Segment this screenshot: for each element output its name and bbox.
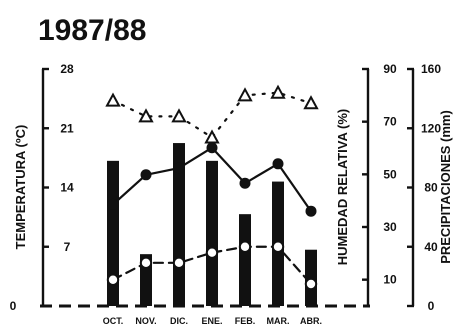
point-ENE. bbox=[205, 246, 219, 259]
point-DIC. bbox=[173, 162, 185, 174]
left-tick-label: 14 bbox=[60, 181, 74, 195]
point-MAR. bbox=[272, 158, 284, 170]
bar-OCT. bbox=[107, 160, 119, 306]
chart-title: 1987/88 bbox=[38, 14, 146, 47]
category-label-FEB.: FEB. bbox=[235, 316, 256, 326]
right2-tick-label: 80 bbox=[424, 181, 438, 195]
precipitation-bars bbox=[107, 143, 317, 306]
right1-tick-label: 90 bbox=[383, 62, 397, 76]
point-MAR. bbox=[271, 240, 285, 253]
point-ENE. bbox=[206, 142, 218, 154]
bar-ENE. bbox=[206, 160, 218, 306]
point-FEB. bbox=[237, 87, 253, 102]
point-DIC. bbox=[171, 108, 187, 123]
right2-tick-label: 0 bbox=[428, 299, 435, 313]
point-OCT. bbox=[105, 92, 121, 107]
category-label-DIC.: DIC. bbox=[170, 316, 188, 326]
point-ABR. bbox=[303, 95, 319, 110]
right1-tick-label: 70 bbox=[383, 115, 397, 129]
point-ABR. bbox=[304, 277, 318, 291]
point-NOV. bbox=[138, 108, 154, 123]
category-label-MAR.: MAR. bbox=[267, 316, 290, 326]
left-tick-label: 21 bbox=[60, 121, 74, 135]
right1-tick-label: 30 bbox=[383, 220, 397, 234]
series-markers bbox=[105, 84, 319, 291]
right1-tick-label: 10 bbox=[383, 273, 397, 287]
point-FEB. bbox=[239, 177, 251, 189]
point-OCT. bbox=[106, 273, 120, 286]
point-NOV. bbox=[139, 256, 153, 270]
category-label-ABR.: ABR. bbox=[300, 316, 322, 326]
right1-axis-label: HUMEDAD RELATIVA (%) bbox=[335, 109, 350, 265]
point-OCT. bbox=[107, 198, 119, 210]
right2-tick-label: 40 bbox=[424, 240, 438, 254]
category-label-OCT.: OCT. bbox=[103, 316, 124, 326]
category-label-NOV.: NOV. bbox=[135, 316, 156, 326]
point-ABR. bbox=[305, 205, 317, 217]
left-tick-label: 28 bbox=[60, 62, 74, 76]
left-axis-label: TEMPERATURA (ºC) bbox=[13, 125, 28, 250]
bar-FEB. bbox=[239, 214, 251, 306]
category-label-ENE.: ENE. bbox=[201, 316, 222, 326]
right2-tick-label: 120 bbox=[421, 121, 441, 135]
left-tick-label: 0 bbox=[10, 299, 17, 313]
right2-tick-label: 160 bbox=[421, 62, 441, 76]
tick-labels: 0 7 14 21 28 10 30 50 70 90 0 40 80 120 160 OCT. NOV. DIC… bbox=[10, 62, 442, 326]
point-DIC. bbox=[172, 256, 186, 270]
right1-tick-label: 50 bbox=[383, 167, 397, 181]
axes bbox=[40, 67, 415, 308]
left-tick-label: 7 bbox=[64, 240, 71, 254]
point-MAR. bbox=[270, 84, 286, 99]
point-FEB. bbox=[238, 240, 252, 253]
point-ENE. bbox=[204, 129, 220, 144]
right2-axis-label: PRECIPITACIONES (mm) bbox=[438, 110, 453, 264]
point-NOV. bbox=[140, 169, 152, 181]
